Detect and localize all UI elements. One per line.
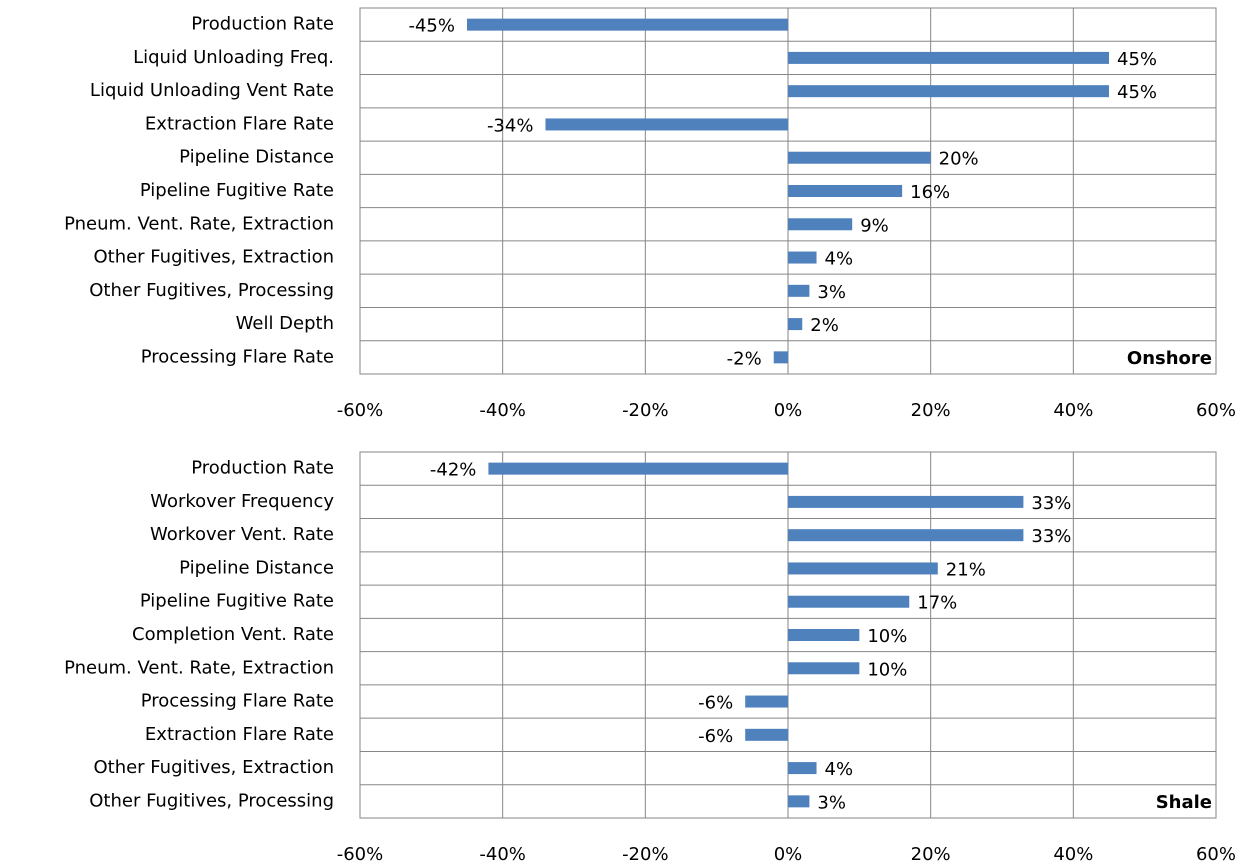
x-tick-label: 20% — [911, 400, 951, 421]
data-label: 10% — [867, 659, 907, 680]
data-label: 45% — [1117, 49, 1157, 70]
category-label: Pneum. Vent. Rate, Extraction — [64, 657, 334, 678]
annotation: Shale — [1156, 792, 1212, 813]
data-label: -45% — [408, 16, 455, 37]
category-label: Liquid Unloading Freq. — [133, 47, 334, 68]
data-label: 2% — [810, 315, 839, 336]
plot-border — [359, 7, 1217, 375]
bar — [788, 495, 1024, 508]
x-tick-label: -60% — [337, 400, 384, 421]
data-label: 9% — [860, 215, 889, 236]
category-label: Pipeline Fugitive Rate — [140, 591, 334, 612]
data-label: 45% — [1117, 82, 1157, 103]
bar — [467, 18, 788, 31]
x-tick-label: 40% — [1053, 400, 1093, 421]
x-tick-label: -40% — [479, 400, 526, 421]
bar — [788, 562, 938, 575]
data-label: -6% — [698, 693, 733, 714]
data-label: 10% — [867, 626, 907, 647]
category-label: Processing Flare Rate — [141, 346, 334, 367]
x-tick-label: 60% — [1196, 400, 1236, 421]
category-label: Production Rate — [191, 14, 334, 35]
x-tick-label: -60% — [337, 844, 384, 863]
bar — [745, 695, 788, 708]
category-label: Extraction Flare Rate — [145, 113, 334, 134]
category-label: Pipeline Distance — [179, 147, 334, 168]
category-label: Other Fugitives, Extraction — [93, 757, 334, 778]
bar — [788, 251, 817, 264]
data-label: 4% — [825, 249, 854, 270]
category-label: Liquid Unloading Vent Rate — [90, 80, 334, 101]
x-tick-label: 0% — [774, 400, 803, 421]
bar — [488, 462, 788, 475]
bar — [788, 85, 1109, 98]
bar — [788, 218, 853, 231]
category-label: Well Depth — [236, 313, 334, 334]
category-label: Pipeline Fugitive Rate — [140, 180, 334, 201]
bar — [788, 529, 1024, 542]
category-label: Production Rate — [191, 458, 334, 479]
bar — [745, 728, 788, 741]
bar — [788, 762, 817, 775]
category-label: Other Fugitives, Processing — [89, 280, 334, 301]
bar — [788, 629, 860, 641]
data-label: -2% — [727, 348, 762, 369]
category-label: Other Fugitives, Processing — [89, 790, 334, 811]
annotation: Onshore — [1127, 348, 1212, 369]
bar — [773, 351, 788, 364]
category-label: Pipeline Distance — [179, 557, 334, 578]
bar — [788, 795, 810, 808]
bar — [545, 118, 788, 131]
bar — [788, 284, 810, 297]
data-label: 3% — [817, 792, 846, 813]
data-label: 21% — [946, 559, 986, 580]
plot-border — [359, 451, 1217, 819]
category-label: Pneum. Vent. Rate, Extraction — [64, 213, 334, 234]
category-label: Other Fugitives, Extraction — [93, 247, 334, 268]
bar — [788, 662, 860, 675]
data-label: -34% — [487, 115, 534, 136]
category-label: Extraction Flare Rate — [145, 724, 334, 745]
data-label: 3% — [817, 282, 846, 303]
bar — [788, 151, 931, 164]
data-label: -6% — [698, 726, 733, 747]
bar — [788, 595, 910, 608]
category-label: Workover Frequency — [150, 491, 334, 512]
data-label: 20% — [939, 149, 979, 170]
category-label: Processing Flare Rate — [141, 691, 334, 712]
data-label: 17% — [917, 593, 957, 614]
category-label: Completion Vent. Rate — [132, 624, 334, 645]
bar — [788, 185, 903, 197]
x-tick-label: 60% — [1196, 844, 1236, 863]
x-tick-label: 0% — [774, 844, 803, 863]
x-tick-label: 40% — [1053, 844, 1093, 863]
category-label: Workover Vent. Rate — [150, 524, 334, 545]
bar — [788, 51, 1109, 64]
bar — [788, 318, 803, 331]
data-label: 33% — [1031, 493, 1071, 514]
data-label: 4% — [825, 759, 854, 780]
x-tick-label: -40% — [479, 844, 526, 863]
data-label: -42% — [430, 460, 477, 481]
data-label: 33% — [1031, 526, 1071, 547]
data-label: 16% — [910, 182, 950, 203]
x-tick-label: 20% — [911, 844, 951, 863]
x-tick-label: -20% — [622, 400, 669, 421]
x-tick-label: -20% — [622, 844, 669, 863]
